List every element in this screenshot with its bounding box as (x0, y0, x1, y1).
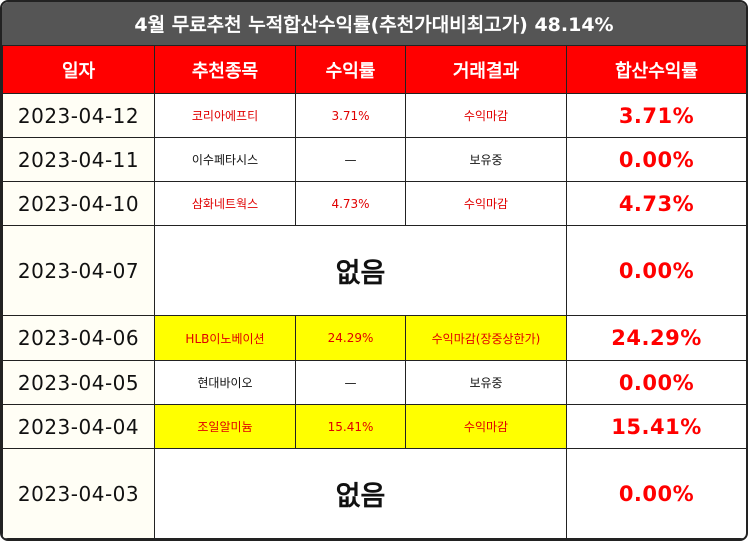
table-row: 2023-04-11 이수페타시스 — 보유중 0.00% (2, 137, 746, 182)
table-header-row: 일자 추천종목 수익률 거래결과 합산수익률 (2, 45, 746, 94)
cumulative-cell: 3.71% (566, 93, 746, 138)
date-cell: 2023-04-10 (2, 181, 155, 226)
table-row: 2023-04-06 HLB이노베이션 24.29% 수익마감(장중상한가) 2… (2, 315, 746, 361)
header-cumulative: 합산수익률 (566, 45, 746, 94)
table-row: 2023-04-12 코리아에프티 3.71% 수익마감 3.71% (2, 93, 746, 138)
return-cell: 24.29% (295, 315, 406, 361)
header-result: 거래결과 (405, 45, 567, 94)
return-cell: — (295, 137, 406, 182)
cumulative-cell: 0.00% (566, 448, 746, 539)
page-title: 4월 무료추천 누적합산수익률(추천가대비최고가) 48.14% (2, 2, 746, 45)
table-row: 2023-04-04 조일알미늄 15.41% 수익마감 15.41% (2, 404, 746, 449)
stock-cell: 조일알미늄 (154, 404, 296, 449)
date-cell: 2023-04-07 (2, 225, 155, 316)
return-cell: 15.41% (295, 404, 406, 449)
header-stock: 추천종목 (154, 45, 296, 94)
table-row: 2023-04-10 삼화네트웍스 4.73% 수익마감 4.73% (2, 181, 746, 226)
cumulative-cell: 24.29% (566, 315, 746, 361)
cumulative-cell: 0.00% (566, 360, 746, 405)
recommendation-table: 일자 추천종목 수익률 거래결과 합산수익률 2023-04-12 코리아에프티… (2, 45, 746, 539)
date-cell: 2023-04-06 (2, 315, 155, 361)
stock-cell: HLB이노베이션 (154, 315, 296, 361)
date-cell: 2023-04-05 (2, 360, 155, 405)
date-cell: 2023-04-12 (2, 93, 155, 138)
date-cell: 2023-04-04 (2, 404, 155, 449)
stock-cell: 이수페타시스 (154, 137, 296, 182)
no-recommendation-cell: 없음 (154, 225, 567, 316)
result-cell: 수익마감(장중상한가) (405, 315, 567, 361)
result-cell: 수익마감 (405, 181, 567, 226)
cumulative-cell: 0.00% (566, 225, 746, 316)
table-row: 2023-04-05 현대바이오 — 보유중 0.00% (2, 360, 746, 405)
stock-cell: 삼화네트웍스 (154, 181, 296, 226)
result-cell: 보유중 (405, 360, 567, 405)
return-cell: 3.71% (295, 93, 406, 138)
return-cell: 4.73% (295, 181, 406, 226)
header-return: 수익률 (295, 45, 406, 94)
result-cell: 보유중 (405, 137, 567, 182)
cumulative-cell: 0.00% (566, 137, 746, 182)
return-cell: — (295, 360, 406, 405)
stock-cell: 현대바이오 (154, 360, 296, 405)
no-recommendation-cell: 없음 (154, 448, 567, 539)
cumulative-cell: 15.41% (566, 404, 746, 449)
table-row: 2023-04-03 없음 0.00% (2, 448, 746, 539)
result-cell: 수익마감 (405, 93, 567, 138)
table-row: 2023-04-07 없음 0.00% (2, 225, 746, 316)
date-cell: 2023-04-11 (2, 137, 155, 182)
result-cell: 수익마감 (405, 404, 567, 449)
date-cell: 2023-04-03 (2, 448, 155, 539)
header-date: 일자 (2, 45, 155, 94)
cumulative-cell: 4.73% (566, 181, 746, 226)
stock-cell: 코리아에프티 (154, 93, 296, 138)
